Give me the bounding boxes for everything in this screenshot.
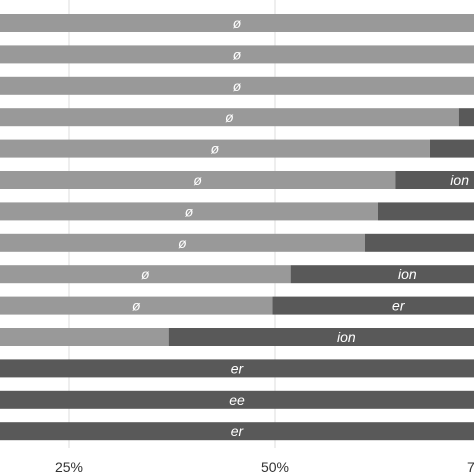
x-tick-label-25: 25% xyxy=(55,459,83,474)
bar-dark-segment-6 xyxy=(395,171,474,189)
bar-light-label-7: ø xyxy=(185,203,194,219)
bar-dark-segment-11 xyxy=(168,328,474,346)
bar-light-label-4: ø xyxy=(225,109,234,125)
bar-light-segment-6 xyxy=(0,171,396,189)
bar-dark-segment-8 xyxy=(364,233,474,252)
bar-dark-segment-7 xyxy=(378,202,474,221)
bar-dark-segment-12 xyxy=(0,359,474,378)
bar-dark-label-14: er xyxy=(231,423,245,439)
bar-dark-segment-10 xyxy=(272,296,474,315)
bar-light-label-3: ø xyxy=(233,78,242,94)
bar-dark-label-10: er xyxy=(392,298,406,314)
bar-light-segment-11 xyxy=(0,328,169,346)
bar-light-label-10: ø xyxy=(132,298,141,314)
bar-dark-segment-5 xyxy=(429,139,474,158)
bar-dark-label-9: ion xyxy=(398,266,417,282)
x-axis-ticks: 25% 50% 75% xyxy=(55,459,474,474)
bar-light-segment-3 xyxy=(0,76,474,95)
bar-dark-segment-9 xyxy=(290,265,474,284)
bar-light-segment-9 xyxy=(0,265,291,284)
bar-light-label-2: ø xyxy=(233,46,242,62)
bar-dark-label-11: ion xyxy=(337,329,356,345)
bars xyxy=(0,14,474,441)
x-tick-label-75: 75% xyxy=(467,459,474,474)
grid-lines xyxy=(68,0,276,448)
bar-light-segment-2 xyxy=(0,45,474,64)
bar-dark-label-13: ee xyxy=(229,392,245,408)
bar-light-label-6: ø xyxy=(193,172,202,188)
bar-light-label-1: ø xyxy=(233,15,242,31)
bar-light-segment-10 xyxy=(0,296,273,315)
bar-light-label-8: ø xyxy=(178,235,187,251)
bar-dark-label-12: er xyxy=(231,360,245,376)
bar-light-segment-8 xyxy=(0,233,365,252)
bar-labels: øøøøionøøionøøøionøerionereeer xyxy=(132,15,469,439)
bar-dark-segment-14 xyxy=(0,422,474,441)
bar-light-segment-7 xyxy=(0,202,378,221)
bar-dark-segment-4 xyxy=(458,108,474,127)
bar-dark-label-6: ion xyxy=(450,172,469,188)
bar-light-segment-5 xyxy=(0,139,430,158)
bar-dark-segment-13 xyxy=(0,390,474,409)
bar-light-segment-4 xyxy=(0,108,459,127)
x-tick-label-50: 50% xyxy=(261,459,289,474)
bar-light-label-9: ø xyxy=(141,266,150,282)
bar-light-label-5: ø xyxy=(211,141,220,157)
bar-light-segment-1 xyxy=(0,14,474,32)
